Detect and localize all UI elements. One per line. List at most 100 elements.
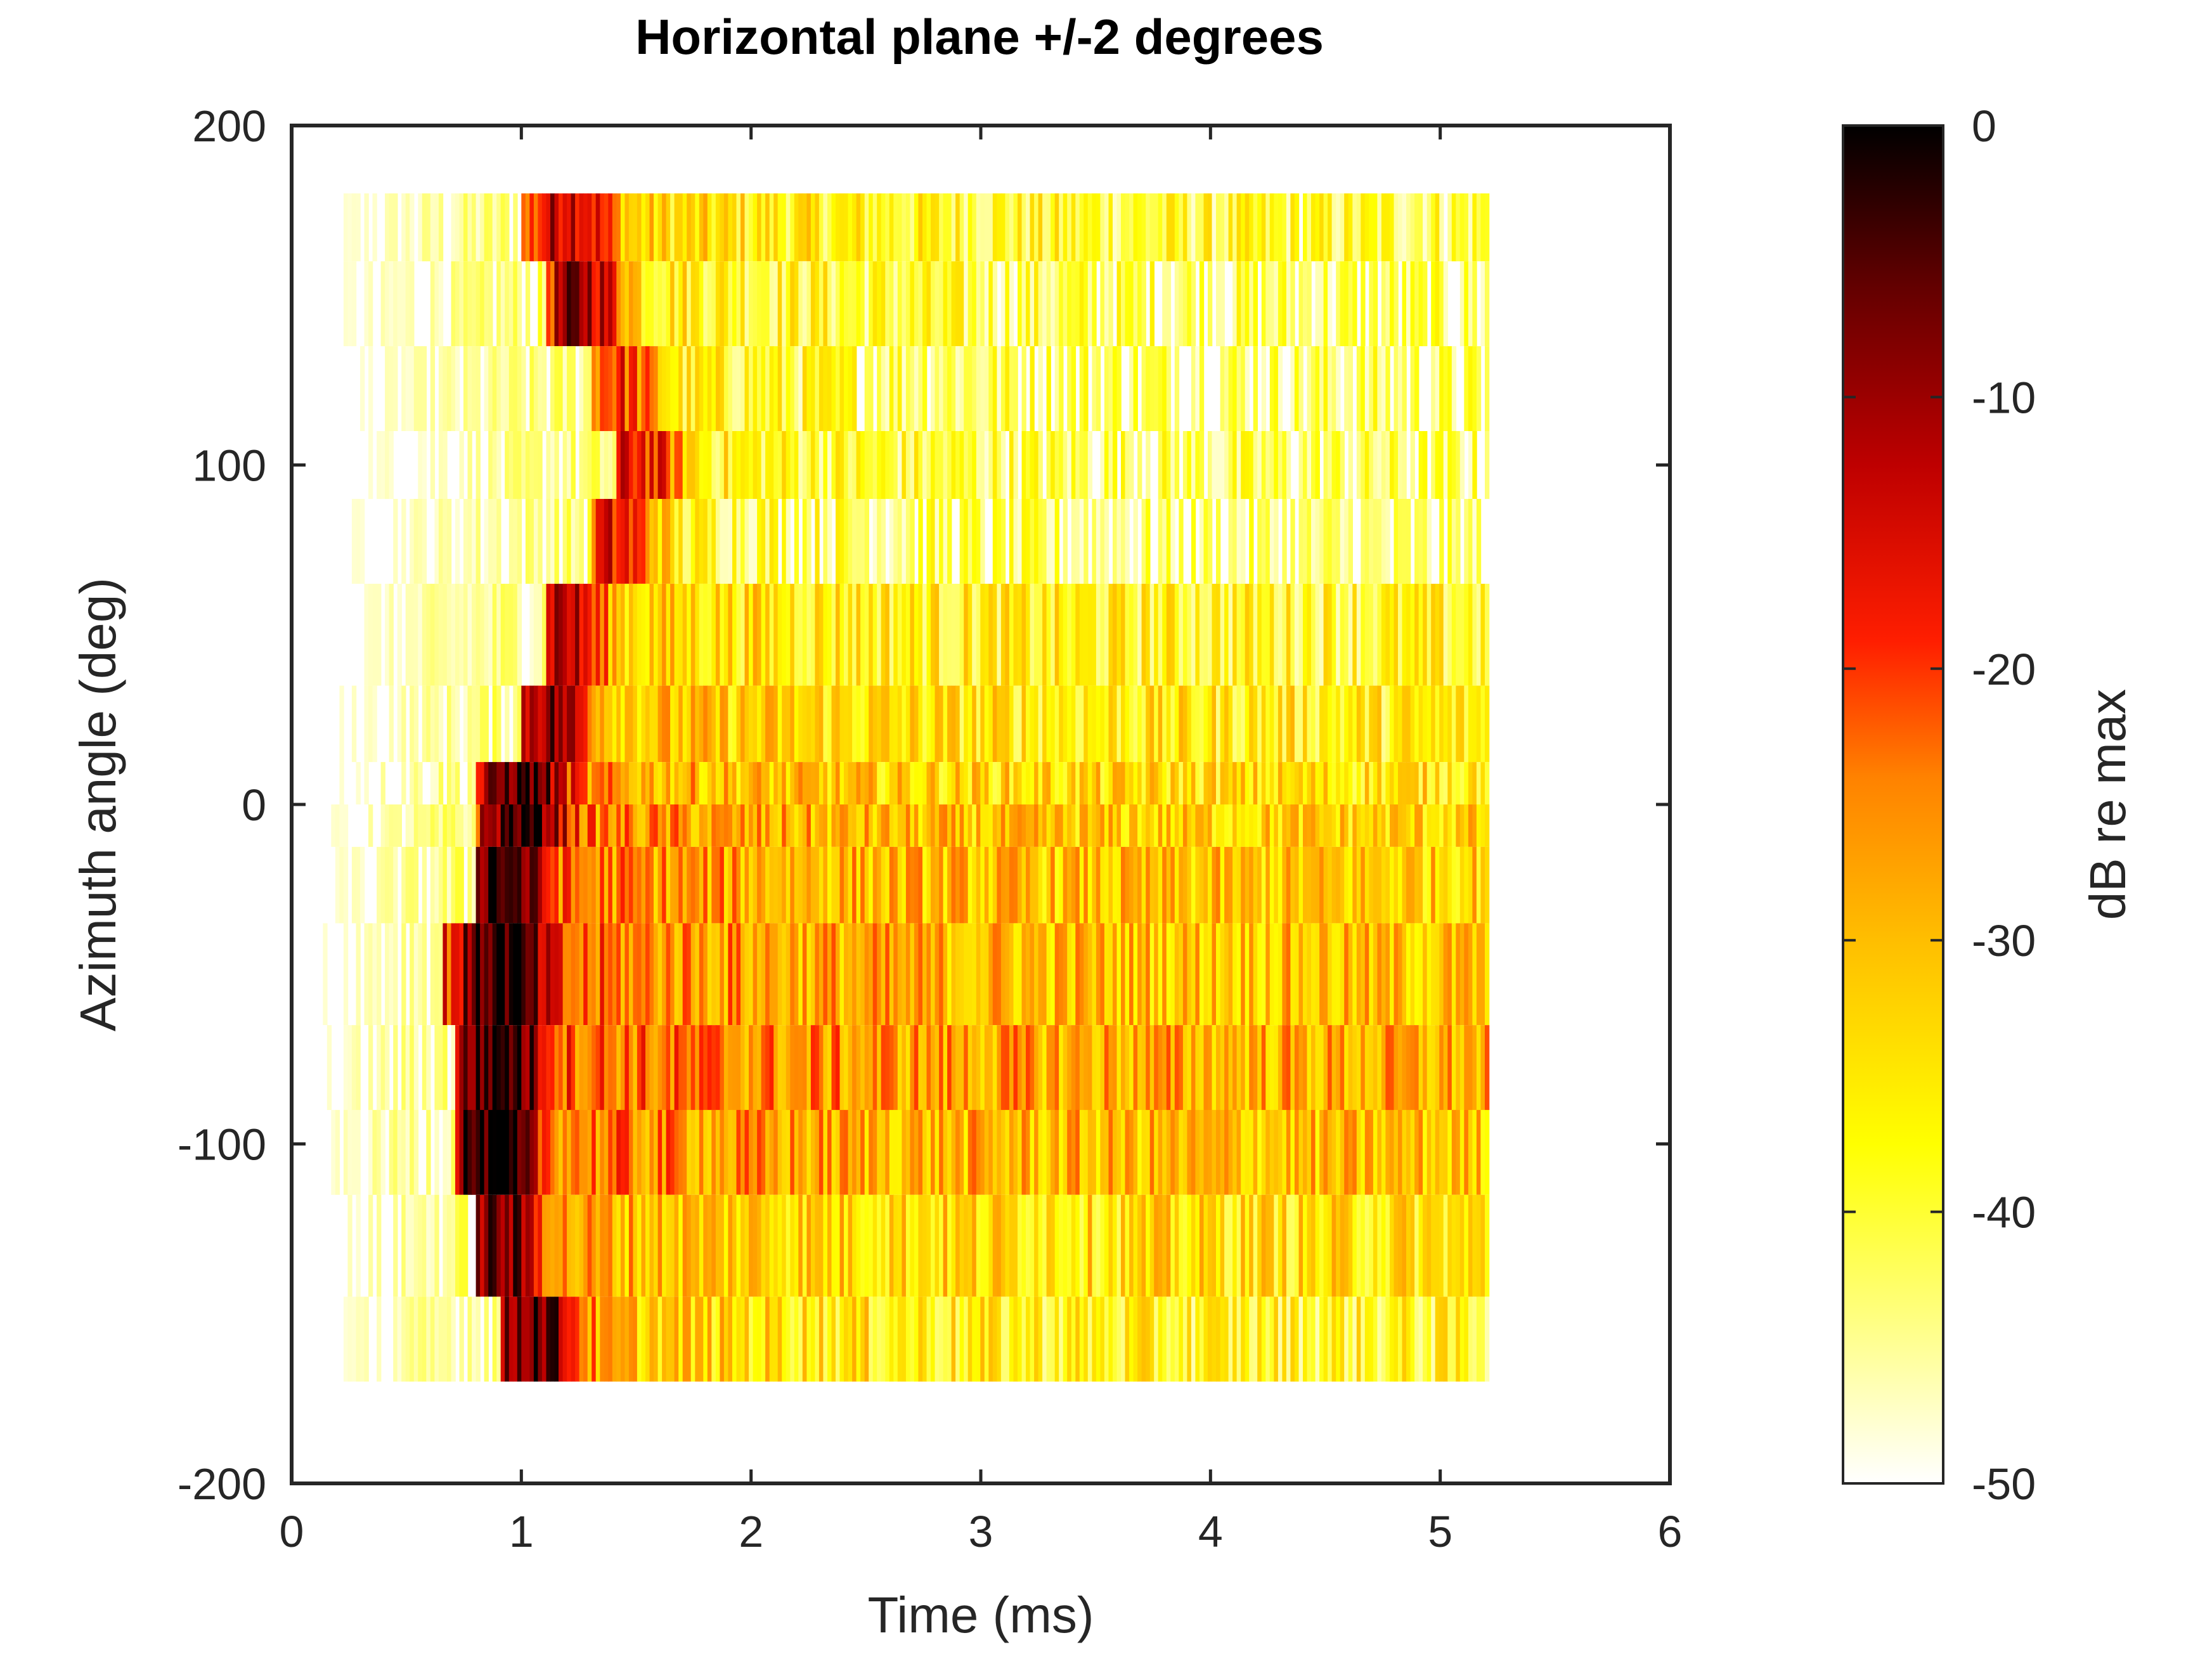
heatmap-cell <box>757 1296 762 1382</box>
heatmap-cell <box>715 1109 721 1195</box>
heatmap-cell <box>1381 923 1387 1025</box>
heatmap-cell <box>1232 499 1238 584</box>
heatmap-cell <box>1199 846 1205 924</box>
heatmap-cell <box>988 1109 993 1195</box>
heatmap-cell <box>852 685 857 763</box>
heatmap-cell <box>624 1296 630 1382</box>
heatmap-cell <box>1000 1296 1006 1382</box>
heatmap-cell <box>964 1025 969 1110</box>
heatmap-cell <box>674 1296 679 1382</box>
heatmap-cell <box>550 261 555 347</box>
heatmap-cell <box>926 846 931 924</box>
heatmap-cell <box>988 846 993 924</box>
heatmap-cell <box>844 685 849 763</box>
heatmap-cell <box>628 346 634 431</box>
heatmap-cell <box>1224 193 1229 262</box>
heatmap-cell <box>1364 685 1370 763</box>
heatmap-cell <box>802 846 808 924</box>
heatmap-cell <box>943 583 948 686</box>
heatmap-cell <box>666 431 671 500</box>
heatmap-cell <box>410 685 415 763</box>
heatmap-cell <box>368 1194 373 1297</box>
heatmap-cell <box>575 1109 580 1195</box>
heatmap-cell <box>1447 1296 1452 1382</box>
heatmap-cell <box>1331 1296 1336 1382</box>
heatmap-cell <box>538 1025 543 1110</box>
heatmap-cell <box>860 1025 865 1110</box>
heatmap-cell <box>484 1109 489 1195</box>
heatmap-cell <box>567 193 572 262</box>
heatmap-cell <box>1009 685 1014 763</box>
heatmap-cell <box>604 1194 609 1297</box>
heatmap-cell <box>1431 846 1436 924</box>
heatmap-cell <box>790 1194 795 1297</box>
heatmap-cell <box>529 1296 534 1382</box>
heatmap-cell <box>967 346 973 431</box>
heatmap-cell <box>592 1296 597 1382</box>
heatmap-cell <box>451 923 456 1025</box>
heatmap-cell <box>368 923 373 1025</box>
heatmap-cell <box>1108 846 1113 924</box>
heatmap-cell <box>508 583 514 686</box>
heatmap-cell <box>1431 431 1436 500</box>
heatmap-cell <box>782 1025 787 1110</box>
heatmap-cell <box>818 1296 824 1382</box>
heatmap-cell <box>844 1025 849 1110</box>
heatmap-cell <box>1212 1194 1217 1297</box>
heatmap-cell <box>827 346 832 431</box>
heatmap-cell <box>860 685 865 763</box>
heatmap-cell <box>806 1194 812 1297</box>
heatmap-cell <box>513 1109 518 1195</box>
heatmap-cell <box>1108 1296 1113 1382</box>
heatmap-cell <box>587 193 592 262</box>
heatmap-cell <box>1174 762 1180 804</box>
heatmap-cell <box>1125 1025 1130 1110</box>
heatmap-cell <box>1286 923 1291 1025</box>
heatmap-cell <box>864 1296 869 1382</box>
heatmap-cell <box>1005 346 1010 431</box>
heatmap-cell <box>364 261 369 347</box>
heatmap-cell <box>1356 762 1362 804</box>
heatmap-cell <box>612 804 618 847</box>
heatmap-cell <box>1054 804 1059 847</box>
heatmap-cell <box>1067 762 1072 804</box>
heatmap-cell <box>1323 762 1328 804</box>
heatmap-cell <box>1315 804 1320 847</box>
heatmap-cell <box>1328 1109 1333 1195</box>
heatmap-cell <box>715 431 721 500</box>
heatmap-cell <box>1125 804 1130 847</box>
heatmap-cell <box>500 1025 505 1110</box>
heatmap-cell <box>872 846 877 924</box>
heatmap-cell <box>955 261 960 347</box>
heatmap-cell <box>757 431 762 500</box>
heatmap-cell <box>1096 846 1101 924</box>
heatmap-cell <box>877 804 882 847</box>
heatmap-cell <box>1141 1194 1146 1297</box>
heatmap-cell <box>521 346 526 431</box>
heatmap-cell <box>459 583 464 686</box>
heatmap-cell <box>1149 261 1155 347</box>
heatmap-cell <box>1290 923 1295 1025</box>
heatmap-cell <box>1071 1025 1077 1110</box>
heatmap-cell <box>1034 846 1039 924</box>
heatmap-cell <box>587 685 592 763</box>
heatmap-cell <box>1253 846 1258 924</box>
heatmap-cell <box>852 193 857 262</box>
heatmap-cell <box>798 1109 803 1195</box>
heatmap-cell <box>1079 346 1085 431</box>
heatmap-cell <box>1468 1296 1473 1382</box>
heatmap-cell <box>1265 1296 1271 1382</box>
heatmap-cell <box>608 499 613 584</box>
heatmap-cell <box>1216 499 1221 584</box>
heatmap-cell <box>1298 1194 1303 1297</box>
heatmap-cell <box>1087 685 1093 763</box>
heatmap-cell <box>1298 261 1303 347</box>
heatmap-cell <box>666 846 671 924</box>
heatmap-cell <box>687 1194 692 1297</box>
heatmap-cell <box>467 1296 472 1382</box>
heatmap-cell <box>810 846 816 924</box>
heatmap-cell <box>405 846 410 924</box>
heatmap-cell <box>1476 762 1482 804</box>
heatmap-cell <box>918 583 923 686</box>
heatmap-cell <box>360 846 365 924</box>
